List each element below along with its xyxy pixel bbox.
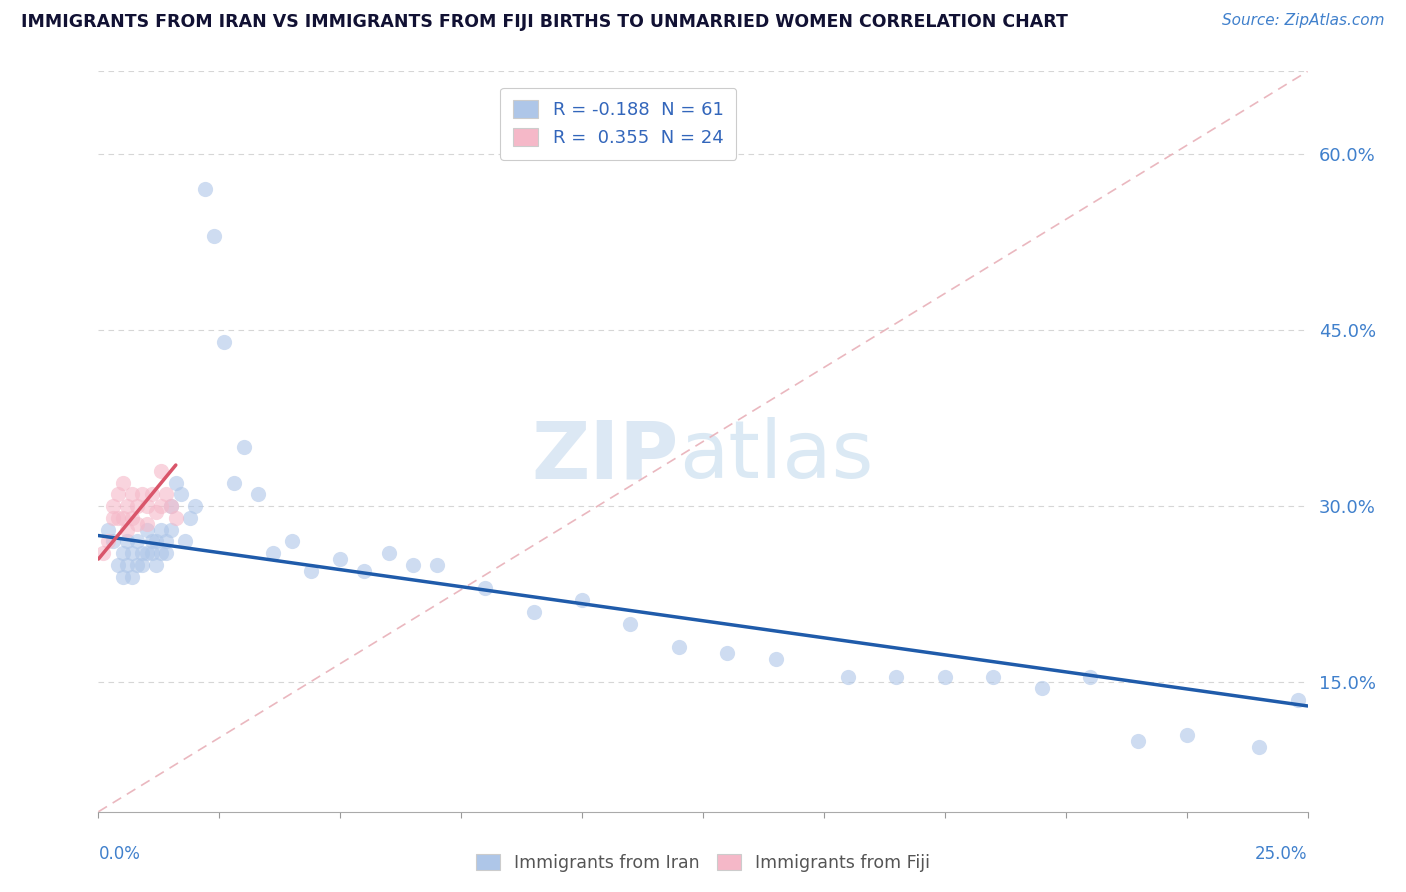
Point — [169, 487, 191, 501]
Point — [165, 511, 187, 525]
Point — [1128, 734, 1150, 748]
Point — [1031, 681, 1053, 696]
Point — [160, 499, 183, 513]
Point — [232, 441, 254, 455]
Point — [160, 523, 183, 537]
Point — [179, 511, 201, 525]
Legend: R = -0.188  N = 61, R =  0.355  N = 24: R = -0.188 N = 61, R = 0.355 N = 24 — [501, 87, 737, 160]
Point — [121, 511, 143, 525]
Point — [111, 475, 134, 490]
Point — [127, 534, 149, 549]
Point — [141, 534, 163, 549]
Point — [377, 546, 399, 560]
Point — [150, 546, 173, 560]
Point — [111, 511, 134, 525]
Point — [886, 669, 908, 683]
Point — [619, 616, 641, 631]
Legend: Immigrants from Iran, Immigrants from Fiji: Immigrants from Iran, Immigrants from Fi… — [468, 847, 938, 879]
Point — [155, 487, 177, 501]
Point — [194, 182, 217, 196]
Point — [150, 499, 173, 513]
Point — [141, 546, 163, 560]
Point — [934, 669, 956, 683]
Point — [174, 534, 197, 549]
Text: ZIP: ZIP — [531, 417, 679, 495]
Point — [145, 534, 167, 549]
Point — [135, 523, 157, 537]
Point — [145, 505, 167, 519]
Point — [165, 475, 187, 490]
Point — [426, 558, 449, 572]
Point — [101, 511, 124, 525]
Point — [107, 558, 129, 572]
Point — [981, 669, 1004, 683]
Point — [402, 558, 425, 572]
Point — [97, 523, 120, 537]
Point — [474, 582, 496, 596]
Point — [121, 487, 143, 501]
Point — [111, 546, 134, 560]
Point — [204, 228, 226, 243]
Point — [1078, 669, 1101, 683]
Point — [150, 523, 173, 537]
Point — [571, 593, 593, 607]
Text: 0.0%: 0.0% — [98, 845, 141, 863]
Point — [837, 669, 859, 683]
Point — [145, 558, 167, 572]
Point — [1175, 728, 1198, 742]
Point — [155, 546, 177, 560]
Text: IMMIGRANTS FROM IRAN VS IMMIGRANTS FROM FIJI BIRTHS TO UNMARRIED WOMEN CORRELATI: IMMIGRANTS FROM IRAN VS IMMIGRANTS FROM … — [21, 13, 1069, 31]
Point — [107, 487, 129, 501]
Point — [329, 552, 352, 566]
Point — [127, 516, 149, 531]
Point — [127, 558, 149, 572]
Point — [131, 546, 153, 560]
Point — [150, 464, 173, 478]
Point — [141, 487, 163, 501]
Point — [160, 499, 183, 513]
Point — [121, 570, 143, 584]
Text: atlas: atlas — [679, 417, 873, 495]
Point — [97, 534, 120, 549]
Point — [91, 546, 114, 560]
Point — [107, 511, 129, 525]
Point — [117, 523, 139, 537]
Point — [117, 534, 139, 549]
Point — [135, 499, 157, 513]
Point — [101, 499, 124, 513]
Point — [127, 499, 149, 513]
Point — [155, 534, 177, 549]
Point — [353, 564, 375, 578]
Point — [222, 475, 245, 490]
Point — [111, 570, 134, 584]
Point — [281, 534, 304, 549]
Point — [117, 558, 139, 572]
Point — [262, 546, 284, 560]
Point — [299, 564, 322, 578]
Point — [716, 646, 738, 660]
Point — [1249, 740, 1271, 755]
Point — [135, 546, 157, 560]
Point — [765, 652, 787, 666]
Point — [101, 534, 124, 549]
Point — [131, 558, 153, 572]
Point — [212, 334, 235, 349]
Point — [668, 640, 690, 655]
Point — [1286, 693, 1309, 707]
Point — [121, 546, 143, 560]
Point — [184, 499, 207, 513]
Point — [117, 499, 139, 513]
Point — [135, 516, 157, 531]
Point — [131, 487, 153, 501]
Point — [523, 605, 546, 619]
Text: 25.0%: 25.0% — [1256, 845, 1308, 863]
Text: Source: ZipAtlas.com: Source: ZipAtlas.com — [1222, 13, 1385, 29]
Point — [247, 487, 270, 501]
